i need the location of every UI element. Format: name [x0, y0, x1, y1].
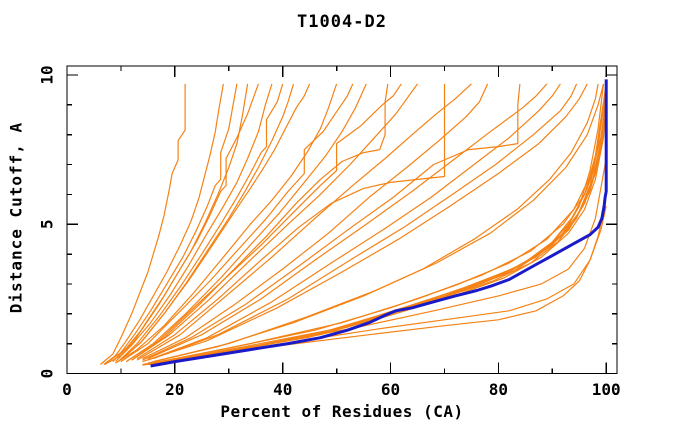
svg-text:100: 100	[592, 380, 621, 399]
svg-text:20: 20	[165, 380, 184, 399]
svg-text:80: 80	[489, 380, 508, 399]
svg-text:60: 60	[381, 380, 400, 399]
chart-title: T1004-D2	[297, 12, 387, 32]
svg-text:0: 0	[38, 369, 57, 379]
svg-text:40: 40	[273, 380, 292, 399]
x-axis-title: Percent of Residues (CA)	[220, 402, 464, 421]
svg-text:5: 5	[38, 219, 57, 229]
svg-text:0: 0	[62, 380, 72, 399]
svg-text:10: 10	[38, 65, 57, 84]
y-axis-title: Distance Cutoff, A	[6, 121, 26, 314]
